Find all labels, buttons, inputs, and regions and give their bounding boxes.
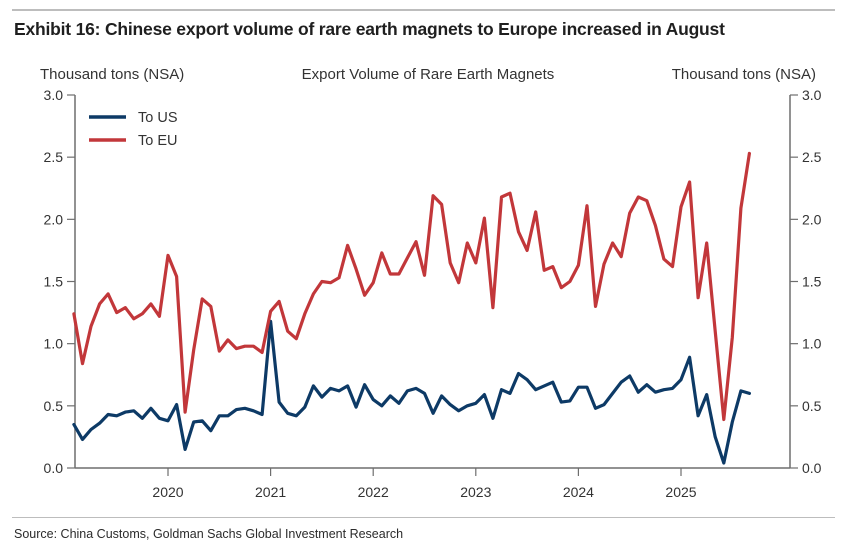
y-tick-label-left: 2.0 [44,211,64,227]
y-tick-label-left: 3.0 [44,87,64,103]
top-divider [12,9,835,11]
legend: To US To EU [89,110,178,149]
series-line-to-us [72,319,751,465]
y-tick-label-right: 2.0 [802,211,822,227]
y-tick-label-left: 0.0 [44,460,64,476]
y-tick-label-right: 1.0 [802,336,822,352]
x-tick-label: 2025 [665,484,696,500]
series-layer [72,151,751,465]
bottom-divider [12,517,835,518]
y-axis-label-left: Thousand tons (NSA) [40,66,184,83]
y-tick-label-left: 0.5 [44,398,64,414]
x-tick-label: 2020 [152,484,183,500]
y-tick-label-right: 1.5 [802,274,822,290]
y-tick-label-right: 0.5 [802,398,822,414]
y-tick-label-left: 1.5 [44,274,64,290]
series-line-to-eu [72,151,751,422]
legend-label-to-eu: To EU [138,133,178,149]
y-tick-label-left: 1.0 [44,336,64,352]
source-note: Source: China Customs, Goldman Sachs Glo… [14,527,404,541]
axes: 0.0 0.0 0.5 0.5 1.0 1.0 1.5 1.5 2.0 2.0 2.5 2.5 3.0 3… [44,87,822,500]
y-tick-label-right: 3.0 [802,87,822,103]
y-tick-label-left: 2.5 [44,149,64,165]
line-chart: 0.0 0.0 0.5 0.5 1.0 1.0 1.5 1.5 2.0 2.0 2.5 2.5 3.0 3… [40,66,822,500]
y-tick-label-right: 0.0 [802,460,822,476]
exhibit-title: Exhibit 16: Chinese export volume of rar… [14,19,725,39]
y-axis-label-right: Thousand tons (NSA) [672,66,816,83]
x-tick-label: 2022 [358,484,389,500]
x-tick-label: 2021 [255,484,286,500]
x-tick-label: 2024 [563,484,594,500]
x-tick-label: 2023 [460,484,491,500]
y-tick-label-right: 2.5 [802,149,822,165]
legend-label-to-us: To US [138,110,178,126]
chart-title: Export Volume of Rare Earth Magnets [302,66,555,83]
